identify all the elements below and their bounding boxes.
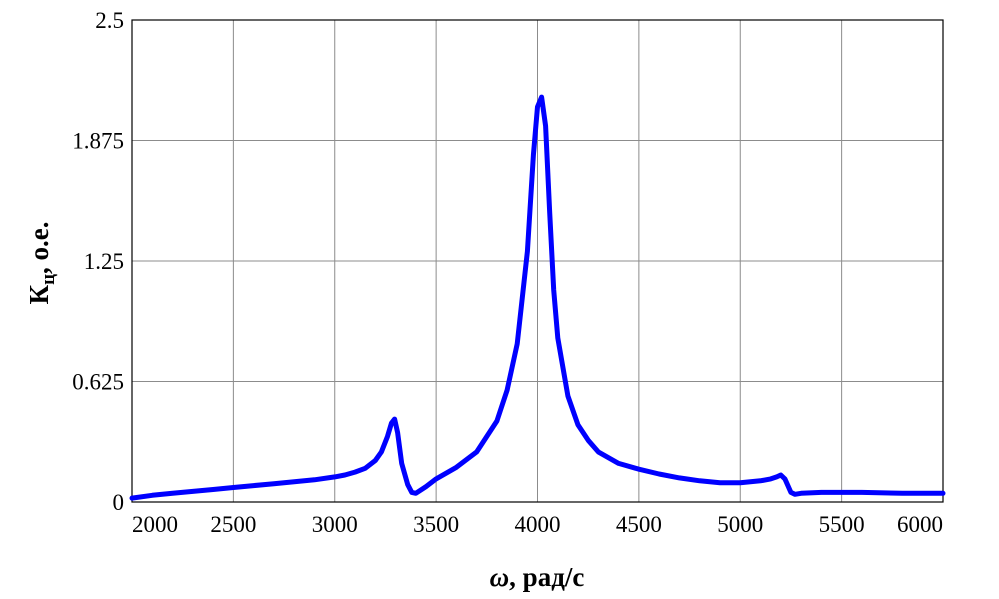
y-axis-unit: , о.е. — [24, 221, 54, 273]
x-tick-label: 5000 — [717, 512, 763, 537]
series-line — [129, 94, 946, 501]
y-tick-label: 1.875 — [72, 129, 124, 154]
y-tick-label: 1.25 — [84, 249, 124, 274]
x-tick-label: 2500 — [210, 512, 256, 537]
x-tick-label: 4500 — [616, 512, 662, 537]
y-axis-symbol: К — [24, 285, 54, 305]
y-tick-label: 2.5 — [95, 8, 124, 33]
x-tick-label: 5500 — [819, 512, 865, 537]
y-tick-label: 0.625 — [72, 370, 124, 395]
x-tick-label: 2000 — [132, 512, 178, 537]
x-axis-symbol: ω — [490, 562, 510, 592]
x-tick-label: 4000 — [515, 512, 561, 537]
x-axis-ticks: 2000 2500 3000 3500 4000 4500 5000 5500 6000 — [132, 512, 943, 537]
x-tick-label: 3500 — [413, 512, 459, 537]
y-axis-ticks: 0 0.625 1.25 1.875 2.5 — [72, 8, 124, 515]
x-axis-label: ω, рад/с — [490, 562, 585, 592]
x-axis-unit: , рад/с — [509, 562, 584, 592]
y-axis-label: Кц, о.е. — [24, 221, 59, 304]
y-axis-subscript: ц — [38, 274, 59, 285]
y-tick-label: 0 — [113, 490, 125, 515]
x-tick-label: 3000 — [312, 512, 358, 537]
grid — [131, 19, 944, 503]
plot-frame — [131, 19, 944, 503]
x-tick-label: 6000 — [897, 512, 943, 537]
